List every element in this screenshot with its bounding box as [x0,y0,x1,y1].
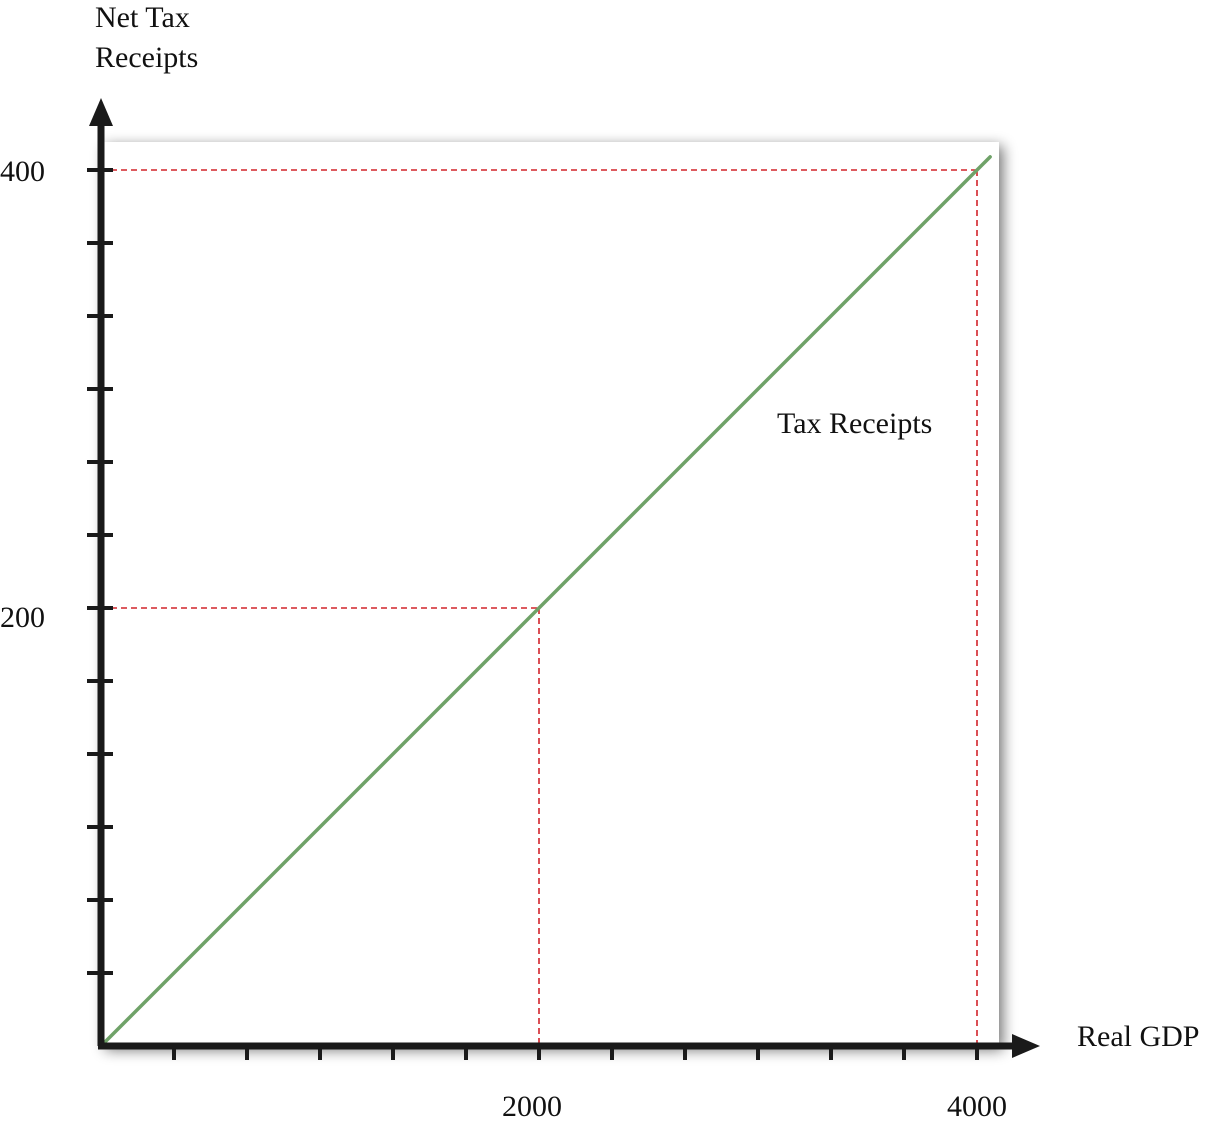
reference-lines [101,169,978,1046]
x-axis-label: Real GDP [1077,1020,1200,1053]
y-axis-arrowhead [89,98,113,126]
series-layer [99,155,992,1048]
y-tick-label-400: 400 [0,155,45,188]
x-axis-arrowhead [1012,1034,1040,1058]
x-tick-label-4000: 4000 [947,1090,1007,1123]
y-axis-label-line-2: Receipts [95,41,198,74]
y-axis-label-line-1: Net Tax [95,1,190,34]
y-tick-label-200: 200 [0,601,45,634]
series-label-tax-receipts: Tax Receipts [777,407,932,440]
x-tick-label-2000: 2000 [502,1090,562,1123]
series-line-0 [99,155,992,1048]
